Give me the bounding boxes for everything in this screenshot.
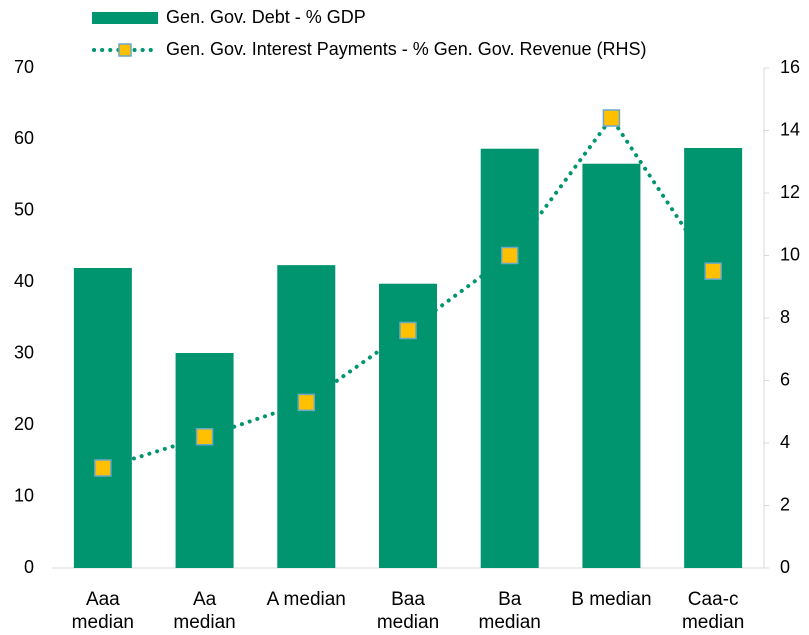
x-tick-label: A median xyxy=(266,589,346,610)
x-tick-label: Caa-c median xyxy=(681,589,745,633)
legend-marker xyxy=(118,43,132,57)
y2-tick-label: 10 xyxy=(780,244,800,264)
bar xyxy=(175,353,234,568)
y2-tick-label: 0 xyxy=(780,557,790,577)
y2-tick-label: 12 xyxy=(780,182,800,202)
y2-tick-label: 4 xyxy=(780,432,790,452)
x-tick-label: Baa median xyxy=(376,589,440,633)
marker xyxy=(602,109,621,127)
marker xyxy=(297,393,316,412)
x-tick-label: Ba median xyxy=(478,589,541,633)
bar xyxy=(582,163,641,568)
y2-tick-label: 16 xyxy=(780,57,800,77)
y2-tick-label: 2 xyxy=(780,494,790,514)
y-tick-label: 50 xyxy=(14,200,34,220)
y-tick-label: 60 xyxy=(14,128,34,148)
bar xyxy=(73,268,132,568)
bar xyxy=(684,148,743,568)
y-tick-label: 20 xyxy=(14,414,34,434)
bar xyxy=(480,148,539,568)
y2-tick-label: 8 xyxy=(780,307,790,327)
marker xyxy=(399,321,417,340)
legend-label: Gen. Gov. Interest Payments - % Gen. Gov… xyxy=(166,39,647,59)
x-tick-label: Aa median xyxy=(173,589,236,633)
legend-label: Gen. Gov. Debt - % GDP xyxy=(166,7,366,27)
bar xyxy=(277,265,336,568)
marker xyxy=(195,428,214,446)
y2-tick-label: 6 xyxy=(780,369,790,389)
marker xyxy=(704,262,722,280)
marker xyxy=(94,459,112,477)
y-tick-label: 40 xyxy=(14,271,34,291)
x-tick-label: Aaa median xyxy=(71,589,134,633)
marker xyxy=(500,246,519,265)
y-tick-label: 30 xyxy=(14,342,34,362)
legend-swatch xyxy=(92,12,158,24)
y2-tick-label: 14 xyxy=(780,119,800,139)
y-tick-label: 70 xyxy=(14,57,34,77)
y-tick-label: 10 xyxy=(14,485,34,505)
y-tick-label: 0 xyxy=(24,557,34,577)
x-tick-label: B median xyxy=(571,589,652,610)
